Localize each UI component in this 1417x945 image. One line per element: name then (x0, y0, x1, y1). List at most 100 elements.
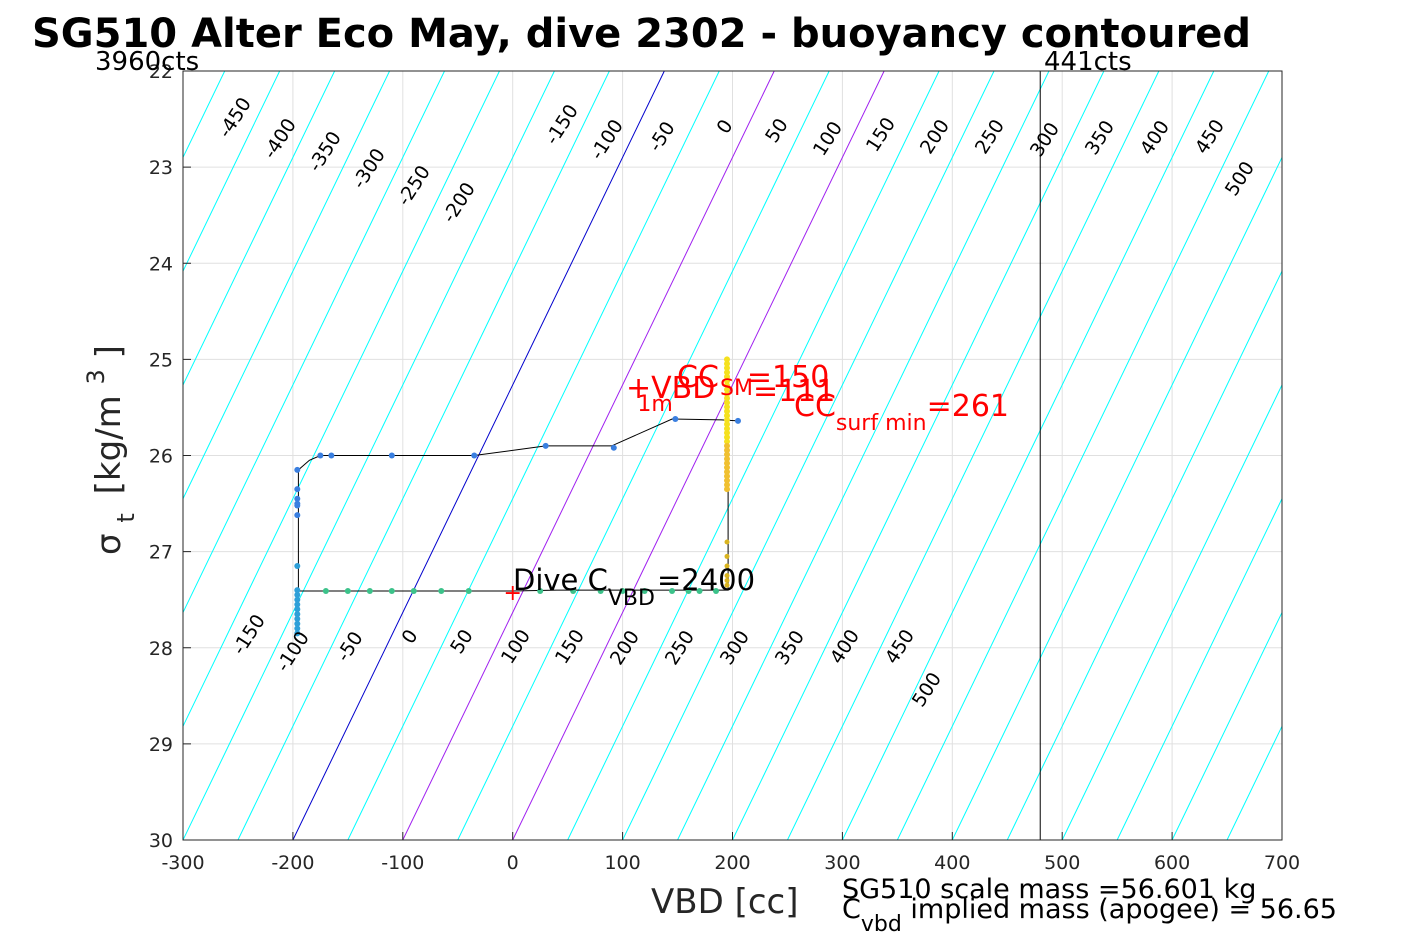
buoyancy-contour-line (896, 71, 1270, 840)
surface-data-point (724, 408, 731, 415)
dive-data-point (294, 563, 301, 570)
buoyancy-contour-line (457, 71, 830, 840)
trajectory (297, 359, 739, 629)
surface-data-point (724, 464, 731, 471)
dive-data-point (294, 486, 301, 493)
scale-mass-annotation: SG510 scale mass =56.601 kg (842, 874, 1256, 905)
dive-data-point (388, 452, 395, 459)
x-tick-label: 700 (1264, 852, 1300, 874)
buoyancy-contour-line (1116, 497, 1282, 840)
climb-data-point (669, 588, 676, 595)
climb-data-point (685, 588, 692, 595)
svg-text:σ t [kg/m 3: σ t [kg/m 3 ] (73, 345, 143, 555)
buoyancy-contour-line (1171, 611, 1282, 840)
climb-data-point (570, 588, 577, 595)
top-left-count-label: 3960cts (95, 47, 199, 77)
surface-data-point (724, 369, 731, 376)
climb-data-point (388, 588, 395, 595)
x-tick-label: -200 (271, 852, 314, 874)
zero-buoyancy-line (292, 71, 665, 840)
reference-buoyancy-line (512, 71, 885, 840)
buoyancy-contour-line (0, 71, 60, 840)
climb-data-point (465, 588, 472, 595)
x-axis: -300 -200 -100 0 100 200 300 400 500 600 700 (161, 832, 1300, 874)
climb-data-point (619, 588, 626, 595)
climb-data-point (537, 588, 544, 595)
surface-data-point (724, 373, 731, 380)
surface-data-point (724, 434, 731, 441)
dive-data-point (328, 452, 335, 459)
buoyancy-contour-line (841, 71, 1215, 840)
buoyancy-contour-line (347, 71, 720, 840)
y-tick-label: 26 (149, 446, 173, 468)
y-label-units: [kg/m (89, 395, 129, 494)
y-axis: 22 23 24 25 26 27 28 29 30 (149, 61, 191, 852)
dive-data-point (294, 512, 301, 519)
sm-annotation: SM=111 (720, 374, 835, 409)
surface-data-point (724, 416, 731, 423)
implied-mass-annotation: Cvbd implied mass (apogee) = 56.65 (842, 894, 1337, 937)
surface-data-point (724, 429, 731, 436)
x-tick-label: 0 (507, 852, 519, 874)
trajectory-line (297, 359, 739, 629)
y-tick-label: 22 (149, 61, 173, 83)
climb-data-point (724, 539, 730, 545)
surface-data-point (724, 477, 731, 484)
buoyancy-contour-line (1061, 383, 1282, 840)
surface-data-point (724, 447, 731, 454)
climb-data-point (724, 577, 730, 583)
dive-data-point (294, 495, 301, 502)
surface-data-point (724, 395, 731, 402)
surface-data-point (724, 365, 731, 372)
vbd-1m-annotation: +VBD1m (626, 371, 715, 417)
y-label-sub: t (112, 513, 140, 522)
buoyancy-contour-line (622, 71, 995, 840)
buoyancy-contour-line (183, 71, 336, 387)
surface-data-point (724, 460, 731, 467)
top-right-count-label: 441cts (1044, 47, 1132, 77)
buoyancy-contour-line (1337, 71, 1417, 840)
x-tick-label: -100 (381, 852, 424, 874)
surface-data-point (724, 481, 731, 488)
dive-data-point (542, 442, 549, 449)
climb-data-point (724, 563, 730, 569)
dive-data-point (294, 620, 301, 627)
y-tick-label: 29 (149, 734, 173, 756)
y-axis-label: σ t [kg/m 3 ] (73, 345, 143, 555)
buoyancy-contour-line (732, 71, 1105, 840)
y-label-sup: 3 (82, 369, 110, 384)
y-tick-label: 25 (149, 349, 173, 371)
buoyancy-contour-line (183, 71, 391, 500)
climb-data-point (597, 588, 604, 595)
buoyancy-contour-line (0, 71, 170, 840)
surface-data-point (724, 451, 731, 458)
surface-data-point (724, 360, 731, 367)
dive-data-point (672, 415, 679, 422)
x-tick-label: 400 (934, 852, 970, 874)
surface-data-point (724, 390, 731, 397)
x-tick-label: 500 (1044, 852, 1080, 874)
dive-data-point (294, 625, 301, 632)
surface-data-point (724, 425, 731, 432)
climb-data-point (696, 588, 703, 595)
buoyancy-contour-line (786, 71, 1160, 840)
dive-data-point (294, 596, 301, 603)
surface-data-point (724, 455, 731, 462)
dive-cvbd-marker: + (503, 581, 521, 606)
y-label-close: ] (89, 345, 129, 358)
climb-data-point (641, 588, 648, 595)
climb-data-point (322, 588, 329, 595)
dive-data-point (294, 591, 301, 598)
reference-buoyancy-line (402, 71, 775, 840)
dive-data-point (471, 452, 478, 459)
buoyancy-contour-line (1392, 71, 1417, 840)
dive-data-point (610, 444, 617, 451)
x-tick-label: 600 (1154, 852, 1190, 874)
dive-data-point (294, 611, 301, 618)
dive-data-point (294, 466, 301, 473)
buoyancy-contour-line (677, 71, 1050, 840)
y-label-symbol: σ (89, 533, 129, 555)
surface-data-point (724, 386, 731, 393)
dive-data-point (317, 452, 324, 459)
